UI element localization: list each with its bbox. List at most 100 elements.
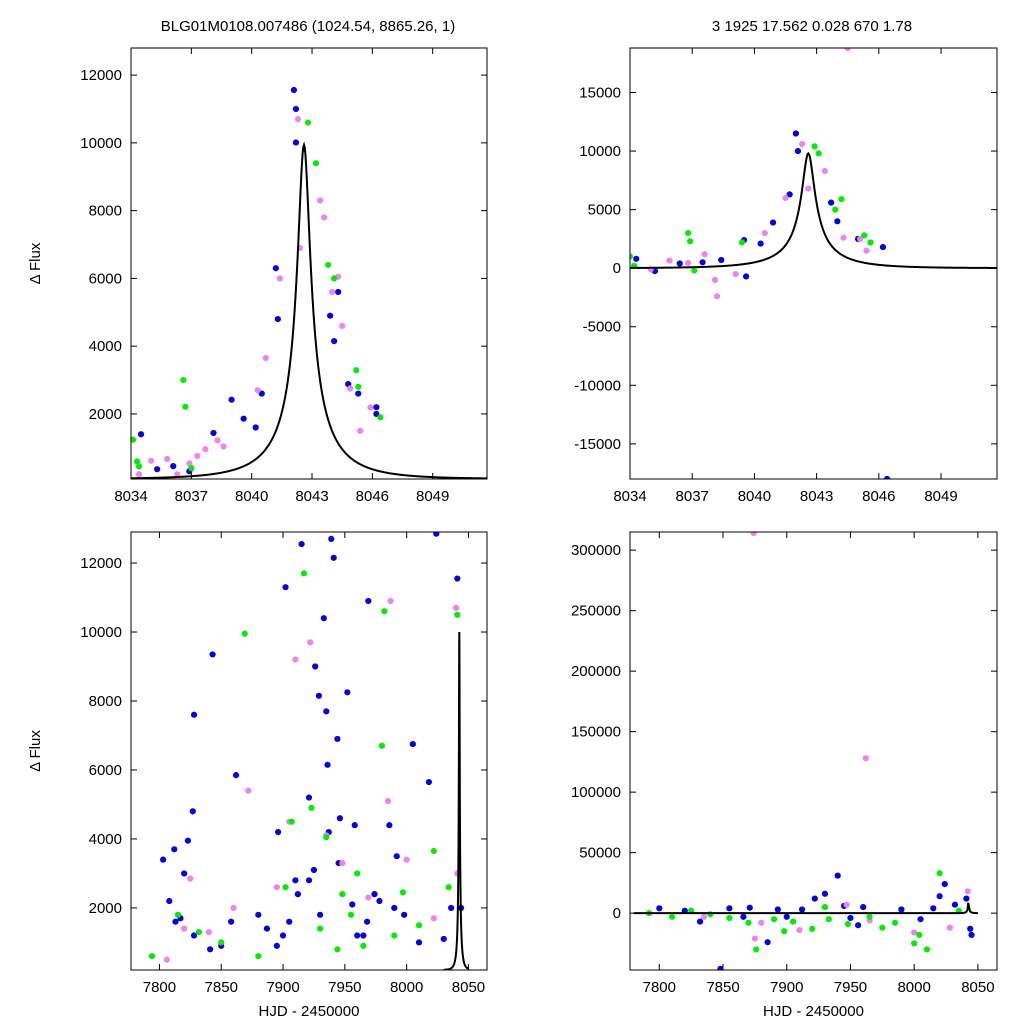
data-point-blue (930, 905, 937, 912)
data-point-green (355, 383, 362, 390)
data-point-blue (181, 870, 188, 877)
data-point-blue (743, 273, 750, 280)
data-point-green (381, 608, 388, 615)
data-point-green (445, 884, 452, 891)
data-point-blue (320, 615, 327, 622)
data-point-green (668, 913, 676, 920)
x-tick-label: 8040 (738, 488, 771, 505)
x-tick-label: 8049 (924, 488, 957, 505)
data-point-violet (329, 288, 336, 296)
data-point-blue (330, 554, 337, 561)
data-point-green (399, 889, 407, 896)
data-point-blue (232, 772, 240, 779)
data-point-blue (315, 692, 322, 699)
x-axis-label: HJD - 2450000 (259, 1003, 360, 1020)
data-point-violet (307, 639, 314, 646)
data-point-blue (409, 741, 416, 748)
data-point-violet (230, 904, 237, 912)
data-point-violet (276, 275, 283, 282)
data-point-green (317, 925, 324, 932)
y-tick-label: 300000 (571, 542, 621, 559)
data-point-blue (263, 925, 271, 932)
data-point-blue (794, 147, 802, 155)
data-point-blue (951, 901, 959, 908)
data-point-blue (324, 761, 331, 768)
data-point-blue (371, 891, 378, 898)
header-left-text: BLG01M0108.007486 (1024.54, 8865.26, 1) (161, 18, 455, 35)
data-point-blue (294, 891, 301, 898)
data-point-blue (746, 904, 753, 911)
data-point-blue (354, 932, 361, 939)
data-point-blue (757, 240, 764, 247)
data-point-violet (821, 167, 829, 175)
data-point-violet (273, 884, 280, 891)
data-point-blue (344, 689, 351, 696)
data-point-violet (798, 140, 806, 148)
data-point-green (331, 275, 338, 282)
data-point-blue (676, 260, 683, 267)
data-point-blue (786, 191, 793, 198)
data-point-green (454, 611, 461, 618)
y-tick-label: 12000 (80, 555, 122, 572)
y-tick-label: 10000 (80, 624, 122, 641)
x-tick-label: 8034 (114, 488, 147, 505)
data-point-blue (160, 856, 167, 863)
data-point-blue (190, 711, 198, 718)
y-tick-label: -5000 (583, 319, 621, 336)
data-point-violet (805, 185, 812, 192)
data-point-blue (718, 256, 725, 264)
data-point-green (148, 953, 156, 960)
data-point-green (790, 918, 797, 925)
data-point-violet (135, 471, 143, 478)
data-point-green (861, 232, 868, 239)
data-point-blue (415, 939, 423, 946)
data-point-violet (320, 214, 328, 221)
data-point-green (288, 818, 295, 825)
data-point-blue (209, 651, 216, 658)
data-point-violet (862, 755, 869, 762)
data-point-green (195, 928, 203, 936)
x-tick-label: 8050 (961, 979, 994, 996)
x-tick-label: 8000 (390, 979, 423, 996)
y-tick-label: 100000 (571, 784, 621, 801)
data-point-violet (181, 925, 188, 932)
data-point-blue (349, 901, 356, 908)
data-point-green (304, 119, 312, 126)
y-tick-label: -10000 (574, 377, 621, 394)
data-point-blue (279, 932, 287, 939)
y-tick-label: 2000 (89, 900, 122, 917)
data-point-green (180, 376, 187, 384)
data-point-blue (967, 925, 974, 932)
data-point-green (684, 229, 692, 237)
data-point-blue (360, 932, 367, 939)
data-point-violet (174, 471, 181, 478)
data-point-violet (214, 437, 221, 444)
data-point-blue (351, 822, 358, 829)
data-point-blue (717, 965, 724, 970)
data-point-violet (294, 116, 302, 123)
data-point-violet (220, 443, 227, 450)
data-point-green (687, 238, 694, 245)
chart-panel-3: 7800 7850 7900 7950 8000 8050 2000 4000 6000 8000… (27, 531, 488, 1020)
data-point-blue (879, 244, 887, 251)
data-point-violet (430, 915, 437, 922)
data-point-violet (863, 247, 870, 254)
data-point-blue (792, 130, 799, 137)
plot-frame (629, 531, 998, 971)
data-point-blue (334, 735, 341, 743)
x-tick-label: 8000 (897, 979, 930, 996)
data-point-blue (401, 911, 408, 918)
y-tick-label: 10000 (80, 135, 122, 152)
data-point-blue (834, 872, 841, 879)
data-point-violet (750, 532, 757, 537)
data-point-violet (262, 354, 269, 362)
plot-frame (130, 531, 488, 971)
data-point-violet (347, 385, 354, 392)
y-tick-label: 150000 (571, 724, 621, 741)
x-tick-label: 8050 (452, 979, 485, 996)
data-point-green (325, 261, 332, 268)
data-point-green (174, 911, 182, 918)
data-point-blue (783, 913, 790, 920)
data-point-violet (701, 251, 708, 258)
data-point-blue (373, 404, 380, 411)
